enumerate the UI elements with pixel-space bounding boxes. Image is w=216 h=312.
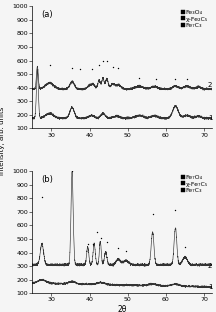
Text: Intensity, arb. units: Intensity, arb. units [0,106,5,175]
Text: 2: 2 [208,263,212,269]
Text: (a): (a) [41,10,53,19]
Legend: Fe₃O₄, χ-Fe₂C₅, Fe₇C₃: Fe₃O₄, χ-Fe₂C₅, Fe₇C₃ [181,9,209,29]
X-axis label: 2θ: 2θ [117,305,127,312]
Text: (b): (b) [41,175,53,184]
Text: 1: 1 [208,284,212,290]
Text: 1: 1 [208,115,212,121]
Legend: Fe₇O₄, χ-Fe₇C₅, Fe₇C₃: Fe₇O₄, χ-Fe₇C₅, Fe₇C₃ [181,174,209,193]
Text: 2: 2 [208,82,212,88]
